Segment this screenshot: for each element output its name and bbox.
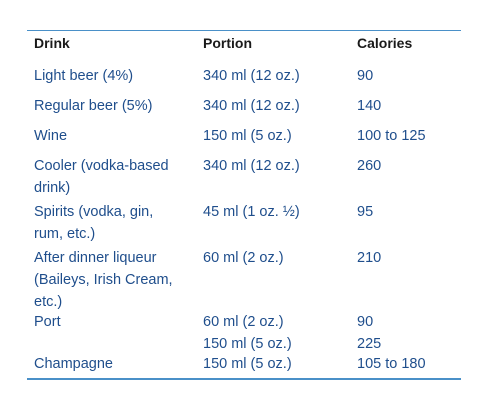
calories-cell: 95	[357, 201, 461, 223]
portion-cell: 340 ml (12 oz.)	[203, 155, 353, 177]
drink-text: Spirits (vodka, gin,	[34, 204, 154, 220]
drink-text: rum, etc.)	[34, 226, 96, 242]
portion-text: 150 ml (5 oz.)	[203, 336, 292, 352]
drink-text: drink)	[34, 180, 71, 196]
drink-cell: Spirits (vodka, gin, rum, etc.)	[34, 201, 194, 245]
drink-cell: Champagne	[34, 353, 194, 375]
drink-text: Port	[34, 314, 61, 330]
portion-text: 60 ml (2 oz.)	[203, 314, 284, 330]
drink-cell: Regular beer (5%)	[34, 95, 194, 117]
portion-cell: 45 ml (1 oz. ½)	[203, 201, 353, 223]
calories-cell: 260	[357, 155, 461, 177]
calories-cell: 90	[357, 65, 461, 87]
drink-cell: Cooler (vodka-based drink)	[34, 155, 194, 199]
calories-text: 90	[357, 314, 374, 330]
drink-text: Regular beer (5%)	[34, 98, 153, 114]
portion-text: 340 ml (12 oz.)	[203, 68, 300, 84]
portion-text: 60 ml (2 oz.)	[203, 250, 284, 266]
drink-text: (Baileys, Irish Cream,	[34, 272, 173, 288]
portion-text: 340 ml (12 oz.)	[203, 98, 300, 114]
drink-text: Champagne	[34, 356, 113, 372]
calories-cell: 90 225	[357, 311, 461, 355]
table-bottom-rule	[27, 378, 461, 380]
calories-cell: 210	[357, 247, 461, 269]
portion-cell: 60 ml (2 oz.)	[203, 247, 353, 269]
calories-text: 95	[357, 204, 374, 220]
drink-text: etc.)	[34, 294, 63, 310]
calories-text: 90	[357, 68, 374, 84]
drink-cell: Wine	[34, 125, 194, 147]
portion-cell: 60 ml (2 oz.) 150 ml (5 oz.)	[203, 311, 353, 355]
portion-text: 150 ml (5 oz.)	[203, 356, 292, 372]
drink-text: Cooler (vodka-based	[34, 158, 169, 174]
calories-cell: 140	[357, 95, 461, 117]
portion-cell: 150 ml (5 oz.)	[203, 353, 353, 375]
calories-text: 105 to 180	[357, 356, 426, 372]
calories-text: 225	[357, 336, 382, 352]
drink-text: Wine	[34, 128, 68, 144]
table-top-rule	[27, 30, 461, 31]
portion-text: 45 ml (1 oz. ½)	[203, 204, 300, 220]
portion-cell: 340 ml (12 oz.)	[203, 95, 353, 117]
calories-cell: 100 to 125	[357, 125, 461, 147]
portion-text: 150 ml (5 oz.)	[203, 128, 292, 144]
calories-text: 210	[357, 250, 382, 266]
header-calories: Calories	[357, 35, 413, 51]
drink-cell: Port	[34, 311, 194, 333]
header-drink: Drink	[34, 35, 70, 51]
portion-cell: 150 ml (5 oz.)	[203, 125, 353, 147]
drink-text: Light beer (4%)	[34, 68, 134, 84]
calories-text: 100 to 125	[357, 128, 426, 144]
calories-text: 260	[357, 158, 382, 174]
drink-text: After dinner liqueur	[34, 250, 157, 266]
drink-cell: After dinner liqueur (Baileys, Irish Crea…	[34, 247, 194, 313]
portion-cell: 340 ml (12 oz.)	[203, 65, 353, 87]
calories-cell: 105 to 180	[357, 353, 461, 375]
portion-text: 340 ml (12 oz.)	[203, 158, 300, 174]
calories-text: 140	[357, 98, 382, 114]
header-portion: Portion	[203, 35, 252, 51]
drink-cell: Light beer (4%)	[34, 65, 194, 87]
